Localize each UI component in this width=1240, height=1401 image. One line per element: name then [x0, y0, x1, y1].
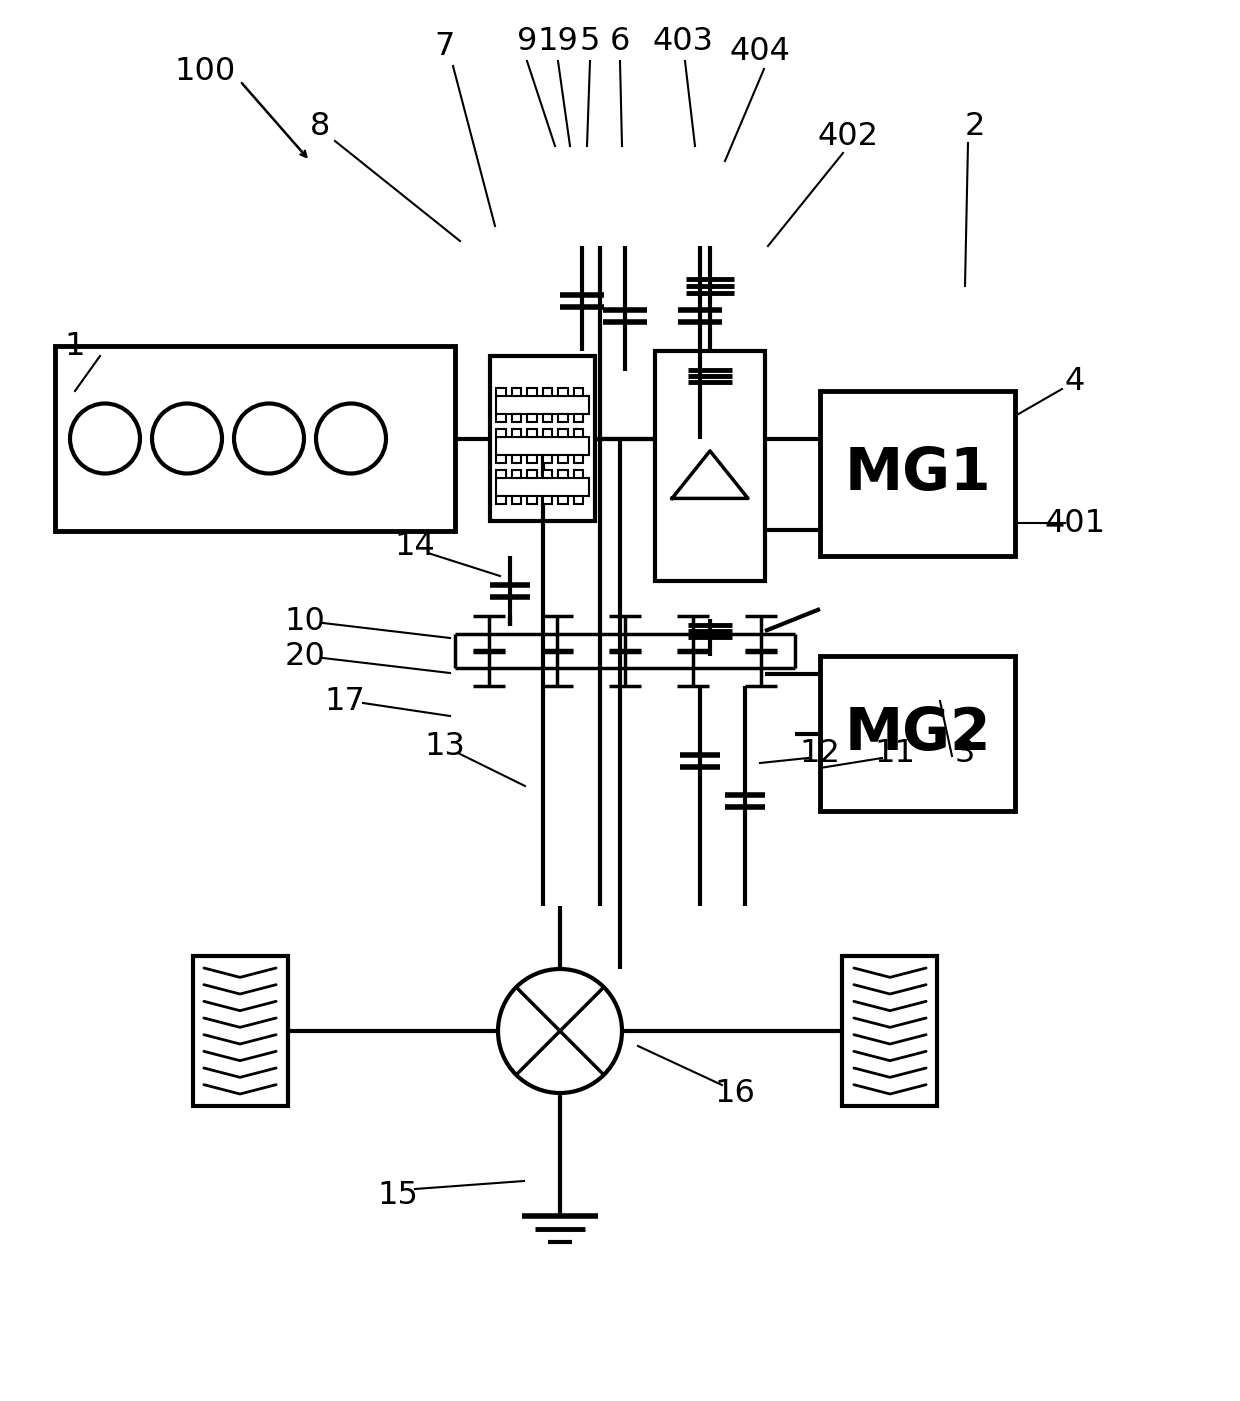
Bar	[527, 471, 537, 478]
Bar	[55, 346, 455, 531]
Bar	[527, 413, 537, 422]
Circle shape	[498, 969, 622, 1093]
Bar	[543, 496, 552, 504]
Text: MG2: MG2	[844, 705, 991, 762]
Text: 11: 11	[874, 737, 915, 769]
Bar	[574, 429, 583, 437]
Bar	[496, 471, 506, 478]
Bar	[574, 496, 583, 504]
Text: 404: 404	[729, 35, 790, 66]
Text: MG1: MG1	[844, 446, 991, 502]
Bar	[574, 413, 583, 422]
Bar	[527, 429, 537, 437]
Text: 100: 100	[175, 56, 236, 87]
Bar	[558, 413, 568, 422]
Bar	[496, 395, 589, 413]
Text: 19: 19	[538, 25, 578, 56]
Bar	[558, 429, 568, 437]
Text: 6: 6	[610, 25, 630, 56]
Text: 401: 401	[1044, 507, 1106, 538]
Bar	[527, 455, 537, 464]
Text: 3: 3	[955, 737, 975, 769]
Bar	[543, 455, 552, 464]
Bar	[558, 455, 568, 464]
Text: 9: 9	[517, 25, 537, 56]
Bar	[496, 496, 506, 504]
Bar	[527, 388, 537, 395]
Text: 5: 5	[580, 25, 600, 56]
Text: 14: 14	[394, 531, 435, 562]
Text: 13: 13	[424, 730, 465, 762]
Bar	[655, 352, 765, 581]
Text: 10: 10	[284, 605, 325, 636]
Bar	[496, 437, 589, 455]
Bar	[496, 455, 506, 464]
Bar	[820, 391, 1016, 556]
Bar	[527, 496, 537, 504]
Bar	[496, 413, 506, 422]
Bar	[512, 496, 521, 504]
Bar	[496, 388, 506, 395]
Text: 16: 16	[714, 1077, 755, 1108]
Bar	[490, 356, 595, 521]
Bar	[842, 955, 937, 1105]
Bar	[543, 413, 552, 422]
Bar	[192, 955, 288, 1105]
Text: 7: 7	[435, 31, 455, 62]
Text: 12: 12	[800, 737, 841, 769]
Text: 20: 20	[284, 640, 325, 671]
Bar	[574, 388, 583, 395]
Text: 8: 8	[310, 111, 330, 142]
Text: 1: 1	[64, 331, 86, 361]
Bar	[543, 471, 552, 478]
Text: 4: 4	[1065, 366, 1085, 396]
Bar	[496, 478, 589, 496]
Text: 402: 402	[817, 120, 879, 151]
Bar	[558, 496, 568, 504]
Bar	[543, 429, 552, 437]
Text: 17: 17	[325, 685, 366, 716]
Bar	[543, 388, 552, 395]
Text: 403: 403	[652, 25, 713, 56]
Bar	[512, 429, 521, 437]
Bar	[574, 471, 583, 478]
Bar	[558, 471, 568, 478]
Bar	[820, 656, 1016, 811]
Bar	[512, 413, 521, 422]
Text: 15: 15	[377, 1181, 418, 1212]
Bar	[512, 455, 521, 464]
Text: 2: 2	[965, 111, 986, 142]
Bar	[558, 388, 568, 395]
Bar	[574, 455, 583, 464]
Bar	[512, 471, 521, 478]
Bar	[512, 388, 521, 395]
Bar	[496, 429, 506, 437]
